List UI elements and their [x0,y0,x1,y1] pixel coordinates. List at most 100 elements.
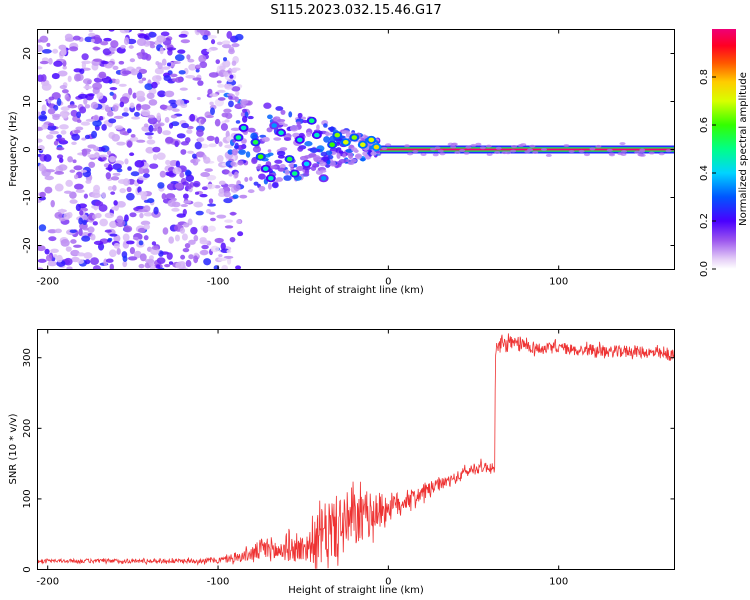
noise-cell [116,247,121,255]
carrier-speckle [432,153,439,157]
noise-cell [47,229,58,234]
noise-cell [48,57,53,65]
noise-cell [45,134,54,140]
noise-cell [120,44,126,49]
noise-cell [207,203,217,207]
noise-cell [81,53,89,61]
noise-cell [130,134,136,138]
noise-cell [226,257,232,265]
noise-cell [202,34,209,41]
noise-cell [82,78,93,85]
x-tick-label: 100 [549,277,568,288]
noise-cell [84,259,91,265]
carrier-speckle [545,153,552,157]
spectrogram-plot-area [37,29,675,270]
x-tick-label: 0 [385,277,391,288]
noise-cell [143,123,149,128]
noise-cell [209,101,214,106]
scatter-cell [223,108,232,113]
scatter-cell [244,176,249,182]
carrier-speckle [412,150,419,154]
scatter-cell [296,121,301,125]
noise-cell [195,64,202,69]
noise-cell [109,263,115,270]
scatter-cell [252,146,262,153]
noise-cell [87,93,95,97]
noise-cell [146,198,155,204]
noise-cell [200,118,205,125]
noise-cell [136,139,146,143]
noise-cell [85,118,96,122]
scatter-cell [274,159,283,164]
carrier-speckle [511,144,518,148]
noise-cell [47,107,56,115]
noise-cell [151,245,159,250]
noise-cell [131,116,141,120]
scatter-cell [336,152,341,159]
snr-y-ticks: 0 100 200 300 [22,348,675,573]
noise-cell [127,166,132,171]
snr-x-axis-label: Height of straight line (km) [288,585,424,596]
carrier-speckle [439,152,446,156]
noise-cell [129,102,135,109]
noise-cell [82,227,89,231]
scintillation-blob [320,176,327,181]
noise-cell [47,260,57,267]
noise-cell [231,43,240,48]
noise-cell [77,93,88,99]
noise-cell [216,155,224,163]
spectrogram-y-axis-label: Frequency (Hz) [8,111,19,187]
scatter-cell [245,151,251,158]
carrier-speckle [454,150,461,154]
noise-cell [224,83,234,90]
noise-cell [72,159,77,164]
noise-cell [52,48,59,54]
noise-cell [53,140,59,146]
scatter-cell [241,139,247,143]
carrier-speckle [532,150,539,154]
noise-cell [38,163,45,172]
noise-cell [188,239,196,245]
carrier-speckle [407,152,414,156]
noise-cell [143,212,153,217]
scintillation-blob [308,118,315,123]
noise-cell [137,186,142,194]
noise-cell [166,47,177,51]
noise-cell [124,158,129,165]
scatter-cell [278,121,285,126]
noise-cell [190,226,198,235]
noise-cell [163,75,171,82]
scatter-cell [230,161,236,167]
noise-cell [157,126,163,134]
noise-cell [174,61,181,65]
noise-cell [67,156,73,163]
noise-cell [179,87,188,91]
carrier-speckle [485,144,492,148]
noise-cell [202,225,209,233]
scintillation-blob [262,166,269,171]
noise-cell [158,250,164,257]
carrier-speckle [451,142,458,146]
noise-cell [105,104,110,113]
noise-cell [180,254,186,260]
noise-cell [73,174,79,180]
noise-cell [105,167,114,171]
carrier-speckle [609,153,616,157]
noise-cell [116,215,124,224]
noise-cell [139,29,144,32]
noise-cell [183,99,190,104]
noise-cell [59,124,69,130]
noise-cell [183,193,189,200]
scatter-cell [338,150,344,154]
scatter-cell [302,119,309,124]
scintillation-blob [373,144,380,150]
noise-cell [112,163,122,171]
noise-cell [67,104,78,109]
carrier-speckle [510,149,517,153]
noise-cell [98,115,104,121]
noise-cell [106,150,112,156]
scintillation-blob [278,130,284,135]
scatter-cell [338,158,347,164]
noise-cell [192,77,202,81]
noise-cell [96,92,104,100]
